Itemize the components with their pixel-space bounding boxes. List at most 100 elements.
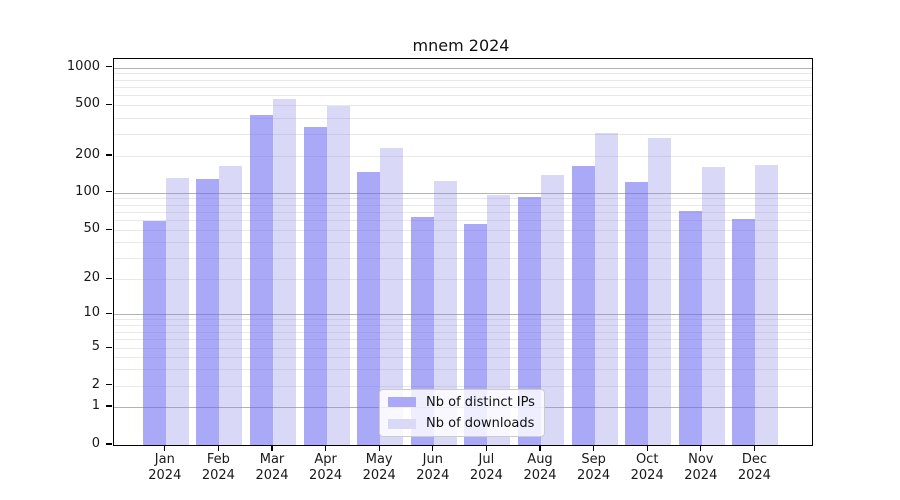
x-tick-label-oct: Oct 2024	[616, 452, 678, 484]
x-tick-year: 2024	[362, 468, 396, 483]
minor-gridline	[113, 117, 812, 119]
x-tick-label-may: May 2024	[348, 452, 410, 484]
chart-title: mnem 2024	[412, 36, 510, 55]
legend-item-distinct-ips: Nb of distinct IPs	[388, 394, 536, 411]
minor-gridline	[113, 331, 812, 333]
plot-area	[112, 58, 813, 446]
bar-distinct-ips-nov	[678, 210, 702, 445]
x-tick-label-jan: Jan 2024	[134, 452, 196, 484]
bar-distinct-ips-jun	[410, 216, 434, 445]
minor-gridline	[113, 385, 812, 387]
x-tick-year: 2024	[523, 468, 557, 483]
x-tick-label-jul: Jul 2024	[455, 452, 517, 484]
bar-distinct-ips-jan	[142, 221, 166, 445]
x-tick-month: Mar	[259, 452, 285, 467]
bar-distinct-ips-sep	[571, 165, 595, 445]
bar-downloads-oct	[648, 138, 672, 445]
x-tick-month: Nov	[688, 452, 714, 467]
minor-gridline	[113, 73, 812, 75]
bar-downloads-nov	[701, 166, 725, 445]
x-tick-mark	[324, 445, 327, 451]
x-tick-mark	[485, 445, 488, 451]
major-gridline	[113, 314, 812, 316]
x-tick-mark	[700, 445, 702, 451]
minor-gridline	[113, 79, 812, 81]
x-tick-year: 2024	[255, 468, 289, 483]
x-tick-year: 2024	[469, 468, 503, 483]
x-tick-mark	[217, 445, 220, 451]
minor-gridline	[113, 204, 812, 206]
y-tick-mark	[106, 383, 112, 386]
x-tick-label-jun: Jun 2024	[402, 452, 464, 484]
x-tick-mark	[164, 445, 166, 451]
legend-label: Nb of downloads	[426, 416, 535, 432]
y-tick-mark	[106, 154, 112, 156]
y-tick-label: 1	[91, 398, 100, 413]
minor-gridline	[113, 319, 812, 321]
y-tick-mark	[106, 66, 112, 68]
bar-distinct-ips-aug	[518, 197, 541, 445]
x-tick-year: 2024	[416, 468, 450, 483]
bar-downloads-jul	[487, 194, 511, 445]
x-tick-mark	[646, 445, 648, 451]
minor-gridline	[113, 242, 812, 244]
y-tick-mark	[106, 103, 112, 105]
x-tick-month: Aug	[527, 452, 553, 467]
y-tick-mark	[106, 191, 112, 193]
minor-gridline	[113, 95, 812, 97]
bar-distinct-ips-dec	[732, 218, 756, 445]
x-tick-label-aug: Aug 2024	[509, 452, 571, 484]
minor-gridline	[113, 339, 812, 341]
bar-distinct-ips-apr	[303, 126, 327, 445]
x-tick-month: Apr	[314, 452, 337, 467]
x-tick-label-dec: Dec 2024	[723, 452, 785, 484]
minor-gridline	[113, 133, 812, 135]
y-tick-mark	[106, 443, 112, 445]
legend-label: Nb of distinct IPs	[426, 394, 535, 410]
x-tick-mark	[753, 445, 756, 451]
legend-item-downloads: Nb of downloads	[388, 416, 536, 433]
x-tick-month: Dec	[741, 452, 767, 467]
y-tick-label: 5	[91, 339, 100, 355]
x-tick-year: 2024	[577, 468, 611, 483]
minor-gridline	[113, 348, 812, 350]
distinct-ips-swatch	[388, 397, 416, 408]
x-tick-label-feb: Feb 2024	[187, 452, 249, 484]
minor-gridline	[113, 212, 812, 214]
minor-gridline	[113, 369, 812, 371]
x-tick-year: 2024	[737, 468, 771, 483]
x-tick-year: 2024	[684, 468, 718, 483]
bar-distinct-ips-may	[357, 171, 381, 445]
bar-downloads-mar	[273, 99, 296, 445]
x-tick-mark	[592, 445, 595, 451]
major-gridline	[113, 67, 812, 69]
x-tick-month: Jun	[422, 452, 443, 467]
x-tick-year: 2024	[148, 468, 182, 483]
major-gridline	[113, 192, 812, 194]
bar-distinct-ips-mar	[250, 115, 273, 445]
minor-gridline	[113, 357, 812, 359]
y-tick-label: 100	[75, 183, 100, 199]
x-tick-mark	[539, 445, 541, 451]
y-tick-label: 10	[83, 305, 100, 321]
x-tick-label-apr: Apr 2024	[295, 452, 357, 484]
minor-gridline	[113, 325, 812, 327]
y-tick-label: 0	[91, 436, 100, 451]
bar-downloads-aug	[541, 175, 564, 445]
y-tick-label: 1000	[66, 58, 100, 74]
y-tick-label: 50	[83, 221, 100, 237]
legend: Nb of distinct IPs Nb of downloads	[379, 389, 545, 437]
x-tick-year: 2024	[201, 468, 235, 483]
x-tick-label-nov: Nov 2024	[670, 452, 732, 484]
x-tick-mark	[271, 445, 273, 451]
y-tick-mark	[106, 228, 112, 230]
y-tick-label: 500	[75, 96, 100, 112]
minor-gridline	[113, 156, 812, 157]
x-tick-month: Feb	[206, 452, 230, 467]
minor-gridline	[113, 257, 812, 259]
x-tick-label-mar: Mar 2024	[241, 452, 303, 484]
bar-distinct-ips-oct	[625, 182, 649, 445]
x-tick-year: 2024	[309, 468, 343, 483]
bar-downloads-apr	[326, 105, 350, 445]
